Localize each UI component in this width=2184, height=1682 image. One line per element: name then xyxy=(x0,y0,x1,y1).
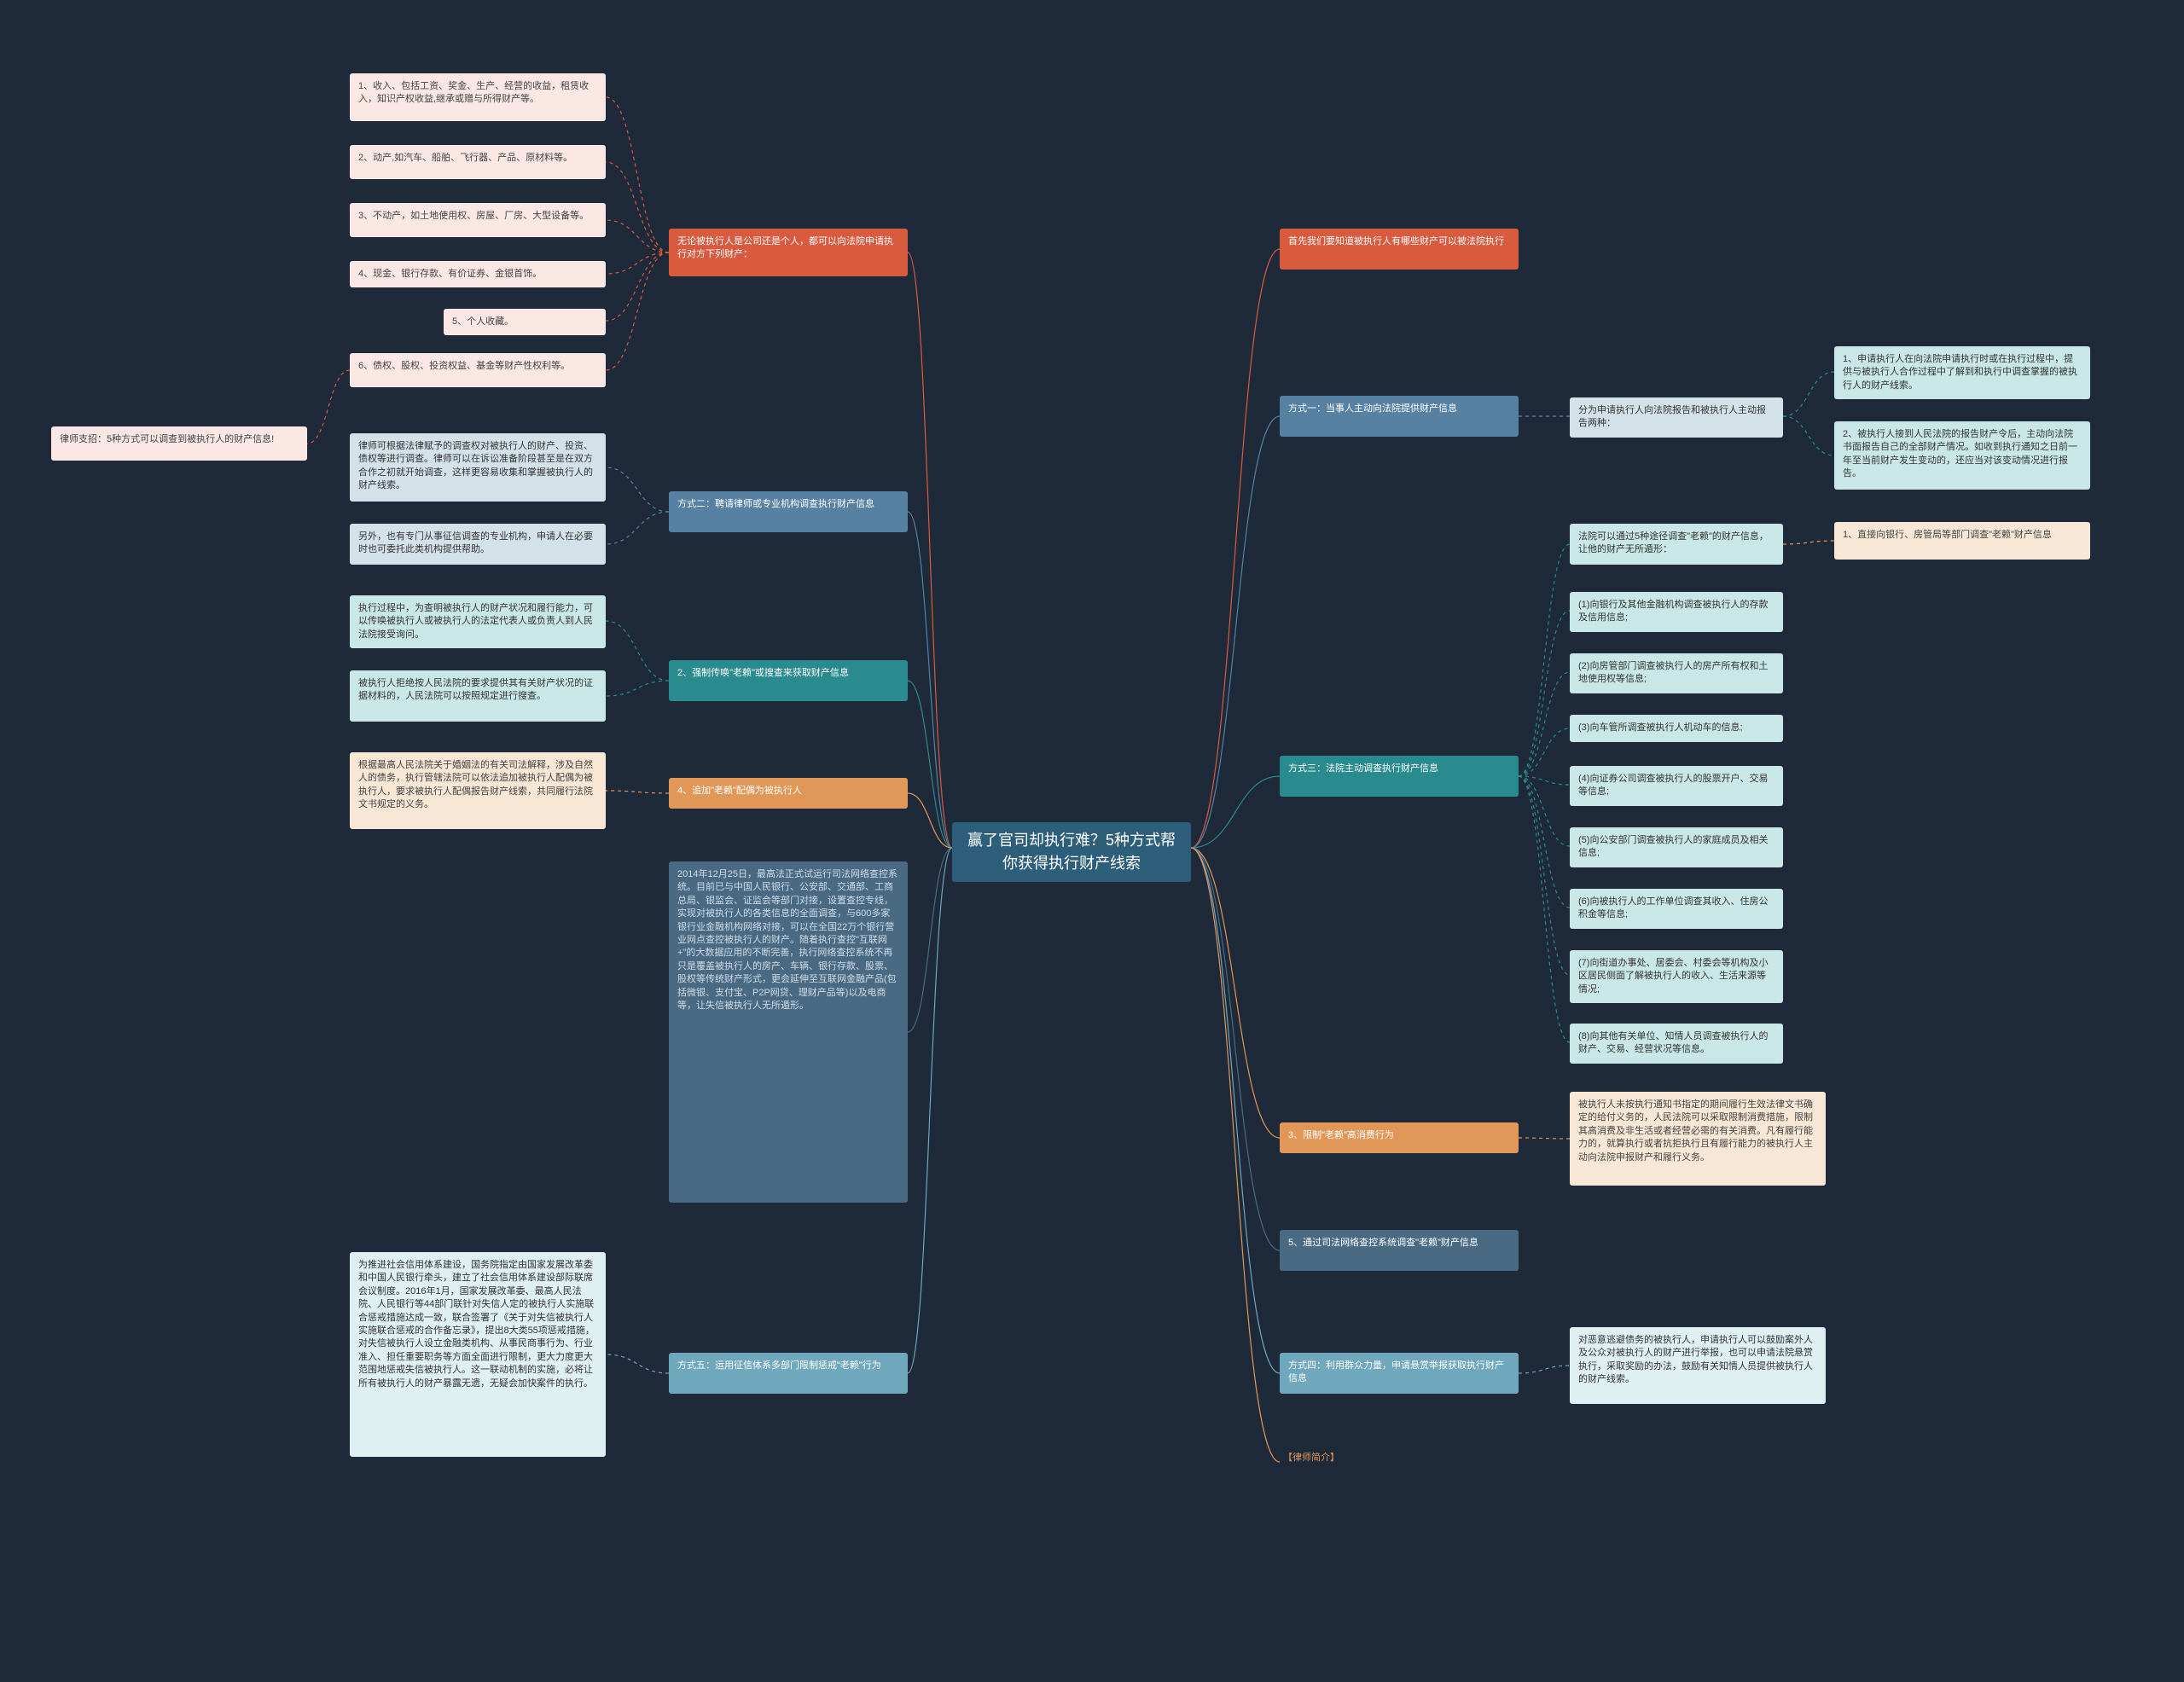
mindmap-node: 6、债权、股权、投资权益、基金等财产性权利等。 xyxy=(350,353,606,387)
mindmap-node: 对恶意逃避债务的被执行人，申请执行人可以鼓励案外人及公众对被执行人的财产进行举报… xyxy=(1570,1327,1826,1404)
mindmap-node: 分为申请执行人向法院报告和被执行人主动报告两种： xyxy=(1570,397,1783,438)
mindmap-node: 为推进社会信用体系建设，国务院指定由国家发展改革委和中国人民银行牵头，建立了社会… xyxy=(350,1252,606,1457)
mindmap-node: 2、被执行人接到人民法院的报告财产令后，主动向法院书面报告自己的全部财产情况。如… xyxy=(1834,421,2090,490)
mindmap-node: 5、通过司法网络查控系统调查"老赖"财产信息 xyxy=(1280,1230,1519,1271)
mindmap-node: (5)向公安部门调查被执行人的家庭成员及相关信息; xyxy=(1570,827,1783,867)
mindmap-node: (1)向银行及其他金融机构调查被执行人的存款及信用信息; xyxy=(1570,592,1783,632)
mindmap-node: 方式二：聘请律师或专业机构调查执行财产信息 xyxy=(669,491,908,532)
mindmap-node: (8)向其他有关单位、知情人员调查被执行人的财产、交易、经营状况等信息。 xyxy=(1570,1024,1783,1064)
mindmap-node: 首先我们要知道被执行人有哪些财产可以被法院执行 xyxy=(1280,229,1519,270)
mindmap-node: (4)向证券公司调查被执行人的股票开户、交易等信息; xyxy=(1570,766,1783,806)
mindmap-node: 律师可根据法律赋予的调查权对被执行人的财产、投资、债权等进行调查。律师可以在诉讼… xyxy=(350,433,606,502)
mindmap-node: 1、直接向银行、房管局等部门调查"老赖"财产信息 xyxy=(1834,522,2090,560)
mindmap-node: 4、追加"老赖"配偶为被执行人 xyxy=(669,778,908,809)
mindmap-node: 执行过程中，为查明被执行人的财产状况和履行能力，可以传唤被执行人或被执行人的法定… xyxy=(350,595,606,648)
mindmap-node: (7)向街道办事处、居委会、村委会等机构及小区居民侧面了解被执行人的收入、生活来… xyxy=(1570,950,1783,1003)
mindmap-node: 5、个人收藏。 xyxy=(444,309,606,335)
mindmap-node: 3、不动产，如土地使用权、房屋、厂房、大型设备等。 xyxy=(350,203,606,237)
mindmap-node: 2、动产,如汽车、船舶、飞行器、产品、原材料等。 xyxy=(350,145,606,179)
mindmap-node: 方式一：当事人主动向法院提供财产信息 xyxy=(1280,396,1519,437)
mindmap-node: 赢了官司却执行难？5种方式帮你获得执行财产线索 xyxy=(952,822,1191,882)
mindmap-node: 无论被执行人是公司还是个人，都可以向法院申请执行对方下列财产： xyxy=(669,229,908,276)
mindmap-node: 1、申请执行人在向法院申请执行时或在执行过程中，提供与被执行人合作过程中了解到和… xyxy=(1834,346,2090,399)
mindmap-node: 方式四：利用群众力量，申请悬赏举报获取执行财产信息 xyxy=(1280,1353,1519,1394)
mindmap-node: 3、限制"老赖"高消费行为 xyxy=(1280,1122,1519,1153)
mindmap-node: 2、强制传唤"老赖"或搜查来获取财产信息 xyxy=(669,660,908,701)
mindmap-node: 根据最高人民法院关于婚姻法的有关司法解释，涉及自然人的债务，执行管辖法院可以依法… xyxy=(350,752,606,829)
mindmap-node: 4、现金、银行存款、有价证券、金银首饰。 xyxy=(350,261,606,287)
mindmap-node: (6)向被执行人的工作单位调查其收入、住房公积金等信息; xyxy=(1570,889,1783,929)
mindmap-node: 被执行人未按执行通知书指定的期间履行生效法律文书确定的给付义务的，人民法院可以采… xyxy=(1570,1092,1826,1186)
mindmap-node: 方式五：运用征信体系多部门限制惩戒"老赖"行为 xyxy=(669,1353,908,1394)
mindmap-node: 被执行人拒绝按人民法院的要求提供其有关财产状况的证据材料的，人民法院可以按照规定… xyxy=(350,670,606,722)
mindmap-node: 法院可以通过5种途径调查"老赖"的财产信息，让他的财产无所遁形： xyxy=(1570,524,1783,565)
mindmap-node: 另外，也有专门从事征信调查的专业机构，申请人在必要时也可委托此类机构提供帮助。 xyxy=(350,524,606,565)
mindmap-node: 1、收入、包括工资、奖金、生产、经营的收益，租赁收入，知识产权收益,继承或赠与所… xyxy=(350,73,606,121)
mindmap-node: (3)向车管所调查被执行人机动车的信息; xyxy=(1570,715,1783,742)
mindmap-node: 2014年12月25日，最高法正式试运行司法网络查控系统。目前已与中国人民银行、… xyxy=(669,861,908,1203)
mindmap-node: 律师支招：5种方式可以调查到被执行人的财产信息! xyxy=(51,426,307,461)
mindmap-node: 方式三：法院主动调查执行财产信息 xyxy=(1280,756,1519,797)
mindmap-node: 【律师简介】 xyxy=(1280,1450,1433,1474)
mindmap-node: (2)向房管部门调查被执行人的房产所有权和土地使用权等信息; xyxy=(1570,653,1783,693)
